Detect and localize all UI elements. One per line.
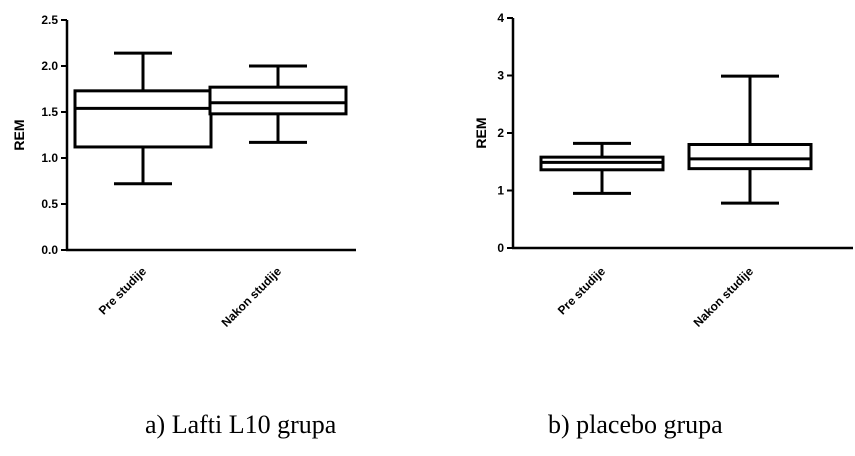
y-tick-label: 0	[497, 241, 504, 255]
box-pre	[73, 51, 213, 186]
y-tick-label: 4	[497, 11, 504, 25]
y-tick-label: 1.0	[41, 151, 58, 165]
y-axis-label: REM	[11, 119, 27, 150]
category-label: Nakon studije	[691, 264, 757, 330]
chart-b-caption: b) placebo grupa	[548, 410, 723, 439]
category-label: Pre studije	[555, 264, 609, 318]
y-tick-label: 2.5	[41, 13, 58, 27]
y-tick-label: 0.5	[41, 197, 58, 211]
box-pre	[539, 141, 665, 195]
y-tick-label: 2	[497, 126, 504, 140]
iqr-box	[208, 85, 348, 116]
y-tick-label: 1.5	[41, 105, 58, 119]
category-label: Pre studije	[96, 264, 150, 318]
y-tick-label: 3	[497, 69, 504, 83]
y-tick-label: 0.0	[41, 243, 58, 257]
chart-a-caption: a) Lafti L10 grupa	[145, 410, 337, 439]
y-tick-label: 2.0	[41, 59, 58, 73]
iqr-box	[687, 143, 813, 171]
chart-a: 0.0 0.5 1.0 1.5 2.0 2.5 REM Pre studije Nakon st…	[11, 13, 356, 330]
box-post	[208, 64, 348, 144]
y-tick-label: 1	[497, 184, 504, 198]
category-label: Nakon studije	[219, 264, 285, 330]
chart-b: 0 1 2 3 4 REM Pre studije Nakon studije	[473, 11, 853, 330]
y-axis-label: REM	[473, 117, 489, 148]
iqr-box	[73, 89, 213, 149]
box-post	[687, 74, 813, 205]
